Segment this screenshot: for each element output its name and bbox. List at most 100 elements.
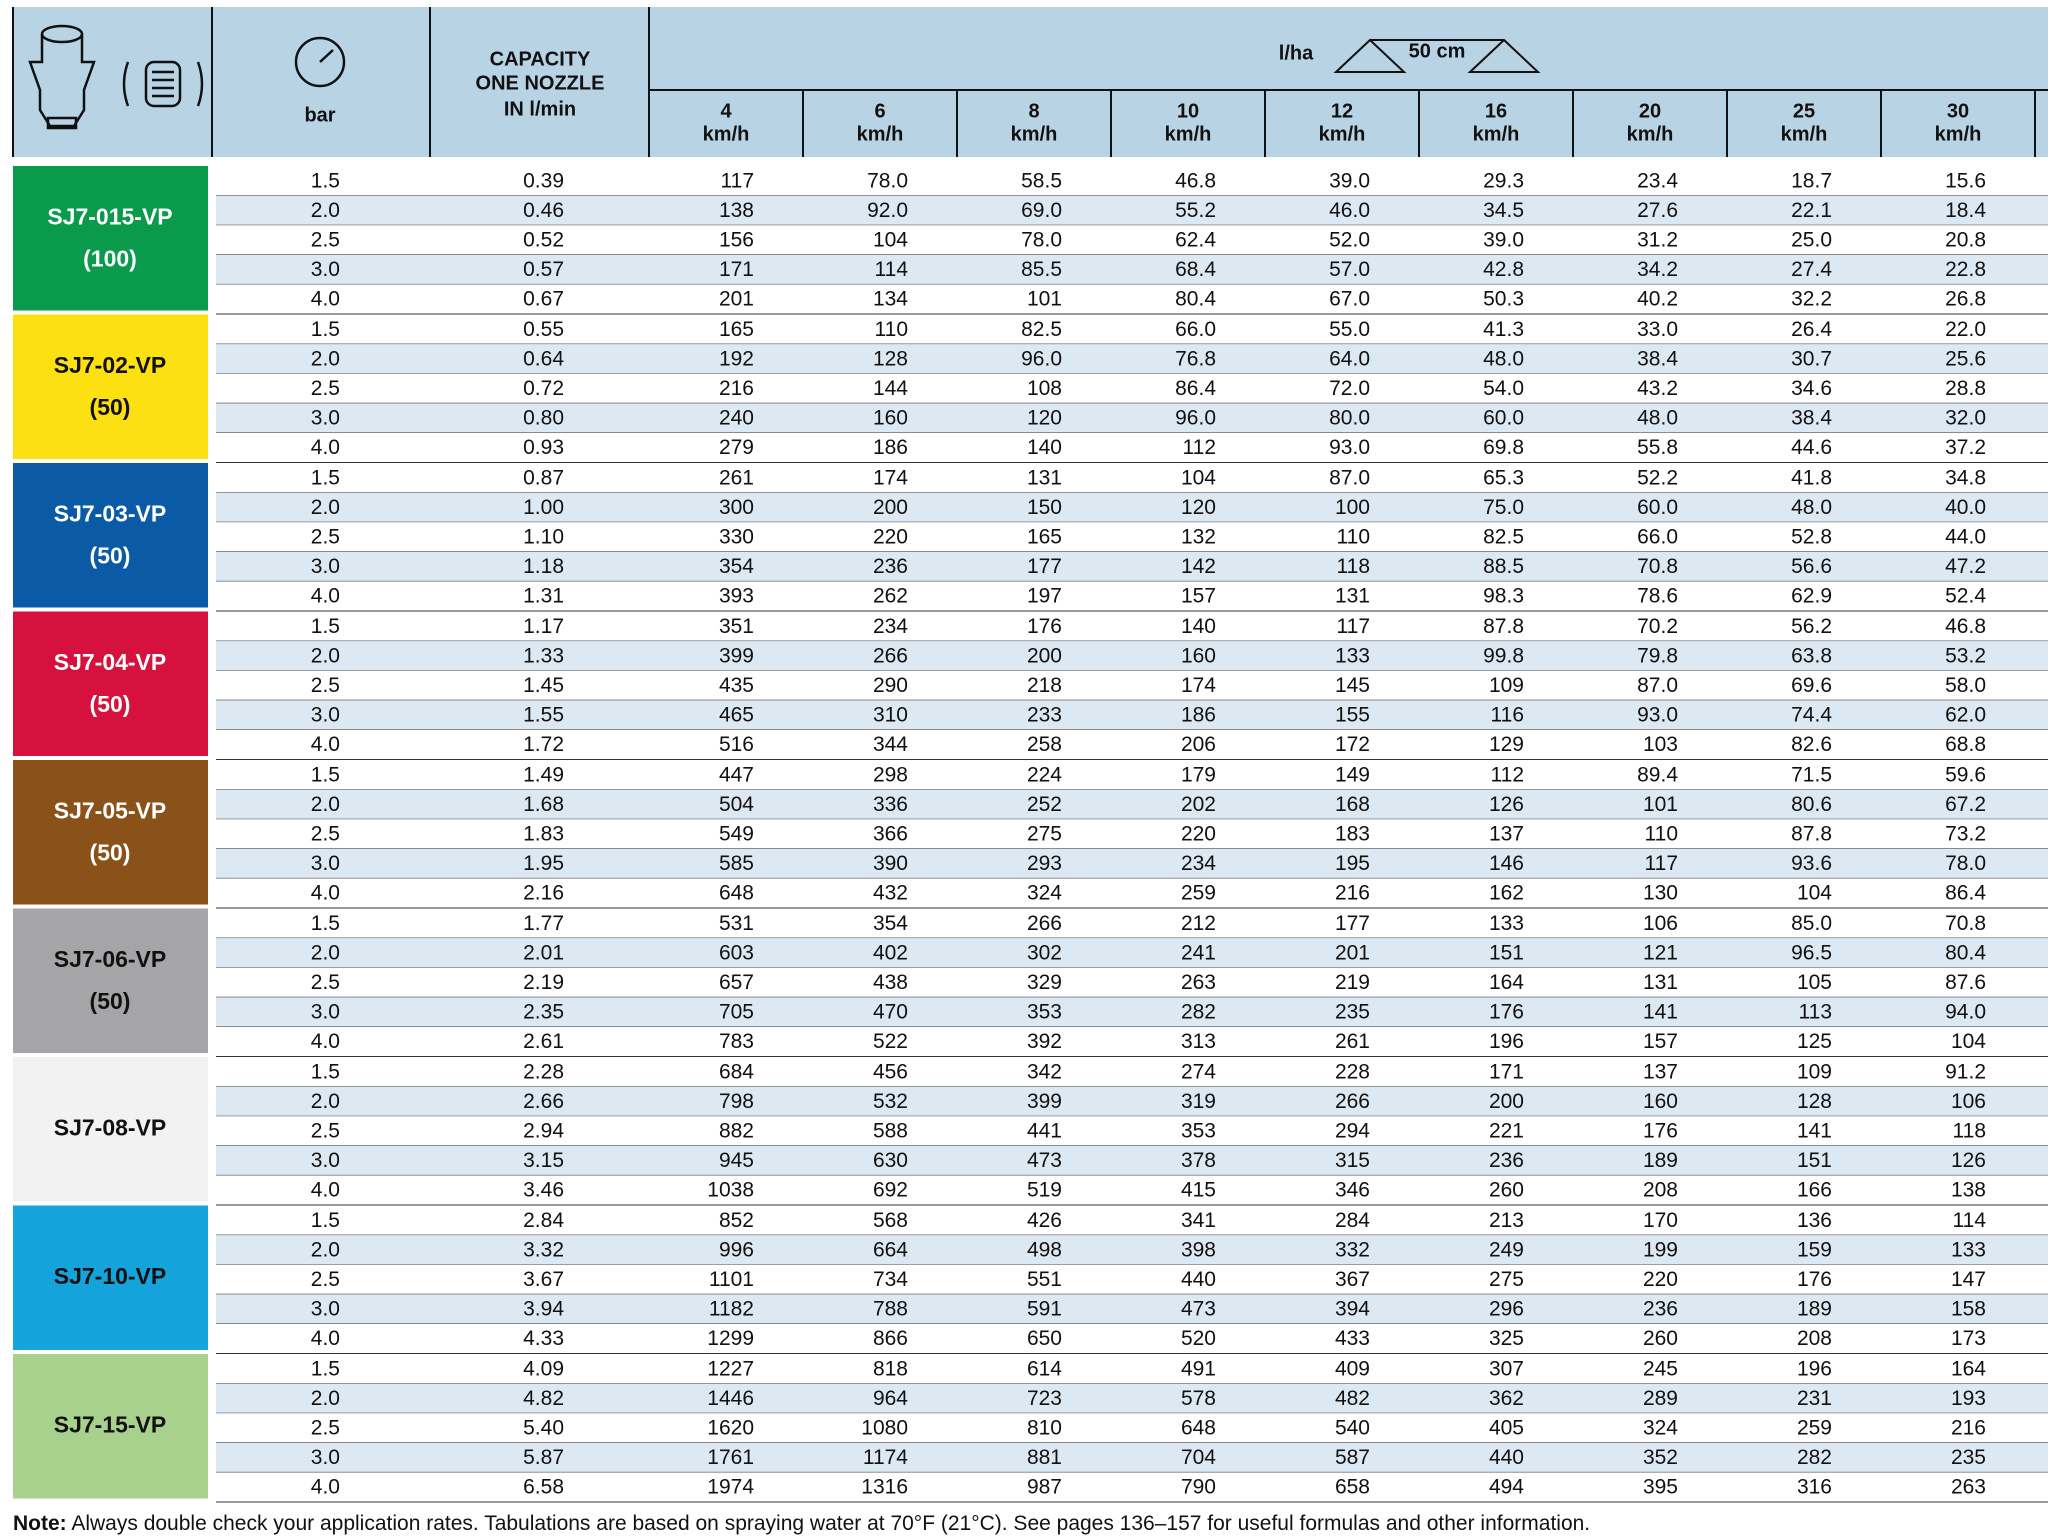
capacity: 2.01: [523, 941, 564, 964]
capacity-header: IN l/min: [504, 98, 576, 120]
note-text: Always double check your application rat…: [67, 1512, 1590, 1535]
rate: 131: [1335, 585, 1370, 608]
rate: 80.4: [1175, 288, 1216, 311]
rate: 106: [1951, 1090, 1986, 1113]
rate: 41.8: [1791, 466, 1832, 489]
rate: 294: [1335, 1120, 1370, 1143]
capacity: 1.10: [523, 526, 564, 549]
speed-header: 4: [720, 100, 732, 122]
rate: 200: [1027, 644, 1062, 667]
capacity: 0.87: [523, 466, 564, 489]
header-lines: [12, 7, 2048, 157]
speed-unit: km/h: [1319, 123, 1366, 145]
rate: 266: [1335, 1090, 1370, 1113]
rate: 200: [1489, 1090, 1524, 1113]
rate: 220: [1181, 823, 1216, 846]
rate: 440: [1489, 1446, 1524, 1469]
rate: 519: [1027, 1179, 1062, 1202]
nozzle-label-bg: [13, 611, 208, 756]
rate: 551: [1027, 1268, 1062, 1291]
pressure: 4.0: [311, 585, 340, 608]
capacity: 2.94: [523, 1120, 564, 1143]
rate: 164: [1489, 971, 1524, 994]
pressure: 2.0: [311, 1090, 340, 1113]
rate: 126: [1489, 793, 1524, 816]
rate: 465: [719, 704, 754, 727]
rate: 362: [1489, 1387, 1524, 1410]
row-bg: [216, 670, 2048, 701]
rate: 196: [1489, 1030, 1524, 1053]
rate: 342: [1027, 1060, 1062, 1083]
rate: 332: [1335, 1238, 1370, 1261]
pressure: 2.0: [311, 941, 340, 964]
rate: 33.0: [1637, 318, 1678, 341]
pressure: 1.5: [311, 763, 340, 786]
rate: 866: [873, 1327, 908, 1350]
rate: 241: [1181, 941, 1216, 964]
pressure: 1.5: [311, 466, 340, 489]
rate: 128: [1797, 1090, 1832, 1113]
rate: 147: [1951, 1268, 1986, 1291]
rate: 149: [1335, 763, 1370, 786]
pressure: 2.5: [311, 823, 340, 846]
rate: 80.6: [1791, 793, 1832, 816]
rate: 228: [1335, 1060, 1370, 1083]
rate: 121: [1643, 941, 1678, 964]
rate: 395: [1643, 1476, 1678, 1499]
rate: 151: [1489, 941, 1524, 964]
capacity: 0.64: [523, 347, 564, 370]
rate: 302: [1027, 941, 1062, 964]
rate: 74.4: [1791, 704, 1832, 727]
rate: 354: [873, 912, 908, 935]
rate: 734: [873, 1268, 908, 1291]
nozzle-label-bg: [13, 760, 208, 905]
row-bg: [216, 1442, 2048, 1473]
rate: 92.0: [867, 199, 908, 222]
rate: 196: [1797, 1357, 1832, 1380]
rate: 15.6: [1945, 169, 1986, 192]
rate: 259: [1181, 882, 1216, 905]
header-bg: [13, 7, 2048, 157]
rate: 852: [719, 1209, 754, 1232]
rate: 85.0: [1791, 912, 1832, 935]
rate: 1182: [709, 1298, 754, 1321]
rate: 159: [1797, 1238, 1832, 1261]
rate: 66.0: [1637, 526, 1678, 549]
rate: 130: [1643, 882, 1678, 905]
rate: 60.0: [1483, 407, 1524, 430]
rate: 252: [1027, 793, 1062, 816]
rate: 117: [721, 169, 754, 192]
pressure: 1.5: [311, 1060, 340, 1083]
capacity: 1.18: [523, 555, 564, 578]
row-bg: [216, 1175, 2048, 1205]
rate: 131: [1643, 971, 1678, 994]
rate: 62.9: [1791, 585, 1832, 608]
rate: 80.4: [1945, 941, 1986, 964]
rate: 86.4: [1175, 377, 1216, 400]
rate: 262: [873, 585, 908, 608]
rate: 498: [1027, 1238, 1062, 1261]
capacity: 1.17: [523, 615, 564, 638]
rate: 630: [873, 1149, 908, 1172]
capacity: 1.55: [523, 704, 564, 727]
rate: 78.0: [1945, 852, 1986, 875]
rate: 42.8: [1483, 258, 1524, 281]
capacity: 0.55: [523, 318, 564, 341]
rate: 186: [873, 436, 908, 459]
rate: 103: [1643, 733, 1678, 756]
rate: 100: [1335, 496, 1370, 519]
rate: 351: [719, 615, 754, 638]
capacity: 2.19: [523, 971, 564, 994]
rate: 260: [1643, 1327, 1678, 1350]
rate: 89.4: [1637, 763, 1678, 786]
rate: 1227: [707, 1357, 754, 1380]
rate: 1299: [707, 1327, 754, 1350]
rate: 258: [1027, 733, 1062, 756]
rate: 473: [1181, 1298, 1216, 1321]
rate: 85.5: [1021, 258, 1062, 281]
rate: 189: [1643, 1149, 1678, 1172]
rate: 330: [719, 526, 754, 549]
pressure: 4.0: [311, 1327, 340, 1350]
nozzle-code: (100): [83, 245, 137, 271]
rate: 684: [719, 1060, 754, 1083]
